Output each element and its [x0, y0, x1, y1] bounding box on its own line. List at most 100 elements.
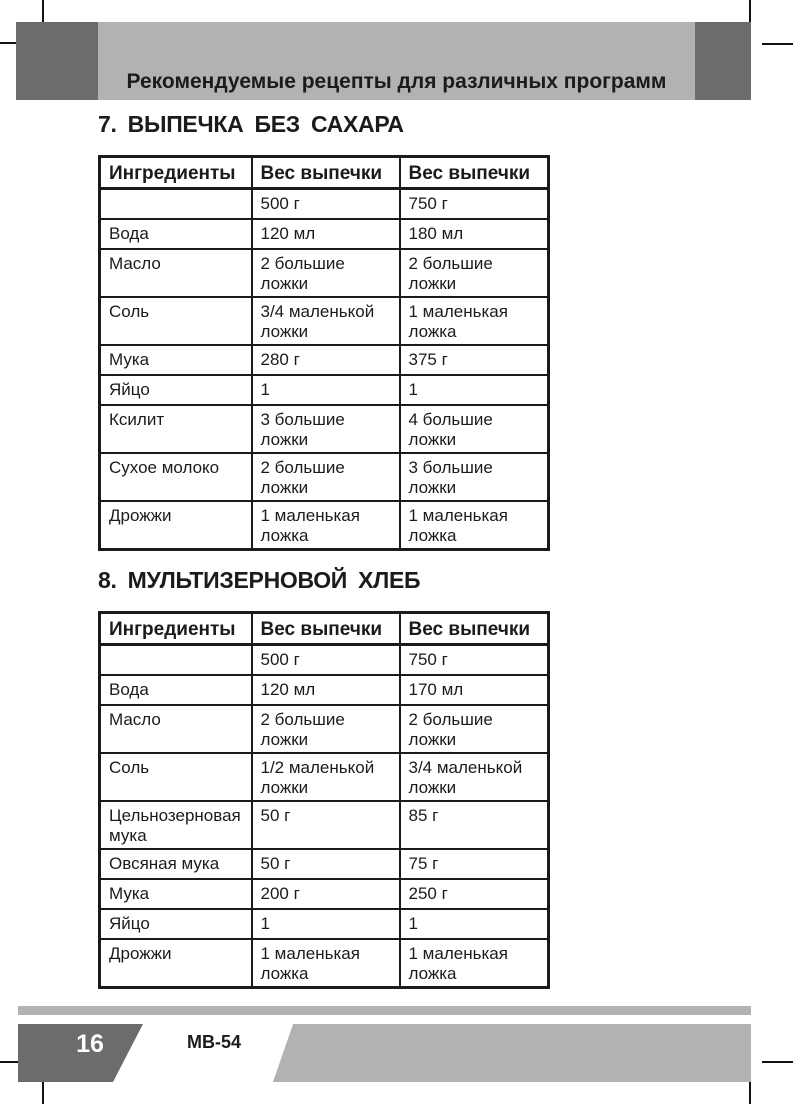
table-cell: Вода [98, 674, 253, 706]
table-row: 500 г 750 г [98, 643, 550, 676]
table-cell: 500 г [250, 643, 401, 676]
table-cell: 3 большие ложки [398, 452, 550, 502]
table-cell: 250 г [398, 878, 550, 910]
table-cell: 1 [250, 374, 401, 406]
table-row: Вода 120 мл 170 мл [98, 674, 550, 706]
table-row: Мука 200 г 250 г [98, 878, 550, 910]
crop-mark-bottom-left-horizontal [0, 1061, 31, 1063]
table-cell: 1 маленькая ложка [398, 500, 550, 551]
table-cell: 2 большие ложки [398, 704, 550, 754]
table-row: Яйцо 1 1 [98, 908, 550, 940]
table-row: Овсяная мука 50 г 75 г [98, 848, 550, 880]
table-cell: 75 г [398, 848, 550, 880]
table-cell: 375 г [398, 344, 550, 376]
table-cell: 2 большие ложки [250, 704, 401, 754]
table-cell: 4 большие ложки [398, 404, 550, 454]
table-cell: 1 маленькая ложка [250, 500, 401, 551]
crop-mark-top-left-vertical [42, 0, 44, 31]
table-row: Масло 2 большие ложки 2 большие ложки [98, 704, 550, 754]
column-header: Ингредиенты [98, 155, 253, 190]
table-cell: 3 большие ложки [250, 404, 401, 454]
table-cell: 1 маленькая ложка [398, 296, 550, 346]
table-cell: 500 г [250, 187, 401, 220]
table-cell: 750 г [398, 187, 550, 220]
table-cell: 50 г [250, 848, 401, 880]
table-cell: 1 [250, 908, 401, 940]
model-number-label: МВ-54 [187, 1032, 242, 1052]
table-header-row: Ингредиенты Вес выпечки Вес выпечки [98, 155, 550, 190]
section-heading-7: 7. ВЫПЕЧКА БЕЗ САХАРА [98, 111, 404, 137]
table-row: Мука 280 г 375 г [98, 344, 550, 376]
crop-mark-bottom-left-vertical [42, 1073, 44, 1104]
table-cell: 1 маленькая ложка [250, 938, 401, 989]
table-row: Дрожжи 1 маленькая ложка 1 маленькая ложка [98, 938, 550, 989]
table-cell: Дрожжи [98, 938, 253, 989]
table-cell: Вода [98, 218, 253, 250]
table-row: Соль 3/4 маленькой ложки 1 маленькая ложка [98, 296, 550, 346]
table-cell: 2 большие ложки [250, 248, 401, 298]
table-cell: 170 мл [398, 674, 550, 706]
table-cell: 180 мл [398, 218, 550, 250]
crop-mark-top-right-vertical [749, 0, 751, 31]
page-header-band: Рекомендуемые рецепты для различных прог… [16, 22, 751, 100]
table-row: Масло 2 большие ложки 2 большие ложки [98, 248, 550, 298]
table-row: Вода 120 мл 180 мл [98, 218, 550, 250]
table-cell: Яйцо [98, 908, 253, 940]
table-cell: Соль [98, 752, 253, 802]
table-cell: 200 г [250, 878, 401, 910]
footer-decor-parallelogram [273, 1024, 751, 1082]
table-cell: 3/4 маленькой ложки [398, 752, 550, 802]
crop-mark-top-right-horizontal [762, 43, 793, 45]
table-header-row: Ингредиенты Вес выпечки Вес выпечки [98, 611, 550, 646]
table-cell: 2 большие ложки [250, 452, 401, 502]
table-cell: 2 большие ложки [398, 248, 550, 298]
table-row: Сухое молоко 2 большие ложки 3 большие лож… [98, 452, 550, 502]
table-cell: 120 мл [250, 218, 401, 250]
table-row: Дрожжи 1 маленькая ложка 1 маленькая ложка [98, 500, 550, 551]
table-cell: 3/4 маленькой ложки [250, 296, 401, 346]
crop-mark-bottom-right-vertical [749, 1073, 751, 1104]
table-cell: 1 [398, 374, 550, 406]
table-cell [98, 643, 253, 676]
recipe-table-multigrain-bread: Ингредиенты Вес выпечки Вес выпечки 500 г 75… [98, 611, 550, 989]
table-row: Цельнозерновая мука 50 г 85 г [98, 800, 550, 850]
column-header: Вес выпечки [398, 155, 550, 190]
table-cell: Соль [98, 296, 253, 346]
table-row: Ксилит 3 большие ложки 4 большие ложки [98, 404, 550, 454]
table-cell: 50 г [250, 800, 401, 850]
table-cell: Мука [98, 878, 253, 910]
column-header: Вес выпечки [398, 611, 550, 646]
table-cell: Цельнозерновая мука [98, 800, 253, 850]
table-cell: 280 г [250, 344, 401, 376]
column-header: Ингредиенты [98, 611, 253, 646]
header-dark-block-right [695, 22, 751, 100]
page-header-title: Рекомендуемые рецепты для различных прог… [126, 70, 667, 93]
table-row: 500 г 750 г [98, 187, 550, 220]
column-header: Вес выпечки [250, 611, 401, 646]
table-cell: 750 г [398, 643, 550, 676]
table-cell: 1 [398, 908, 550, 940]
table-cell: Ксилит [98, 404, 253, 454]
crop-mark-bottom-right-horizontal [762, 1061, 793, 1063]
table-cell: Масло [98, 248, 253, 298]
table-cell: Овсяная мука [98, 848, 253, 880]
table-cell: Дрожжи [98, 500, 253, 551]
column-header: Вес выпечки [250, 155, 401, 190]
header-dark-block-left [16, 22, 98, 100]
table-cell: 85 г [398, 800, 550, 850]
table-cell: 1/2 маленькой ложки [250, 752, 401, 802]
table-row: Яйцо 1 1 [98, 374, 550, 406]
table-cell: Масло [98, 704, 253, 754]
header-title-strip: Рекомендуемые рецепты для различных прог… [98, 22, 695, 100]
table-row: Соль 1/2 маленькой ложки 3/4 маленькой лож… [98, 752, 550, 802]
table-cell: Яйцо [98, 374, 253, 406]
table-cell: 1 маленькая ложка [398, 938, 550, 989]
table-cell: 120 мл [250, 674, 401, 706]
footer-divider-bar [18, 1006, 751, 1015]
page-number: 16 [76, 1030, 104, 1058]
section-heading-8: 8. МУЛЬТИЗЕРНОВОЙ ХЛЕБ [98, 567, 421, 593]
recipe-table-no-sugar-baking: Ингредиенты Вес выпечки Вес выпечки 500 г 75… [98, 155, 550, 551]
table-cell: Сухое молоко [98, 452, 253, 502]
crop-mark-top-left-horizontal [0, 42, 31, 44]
